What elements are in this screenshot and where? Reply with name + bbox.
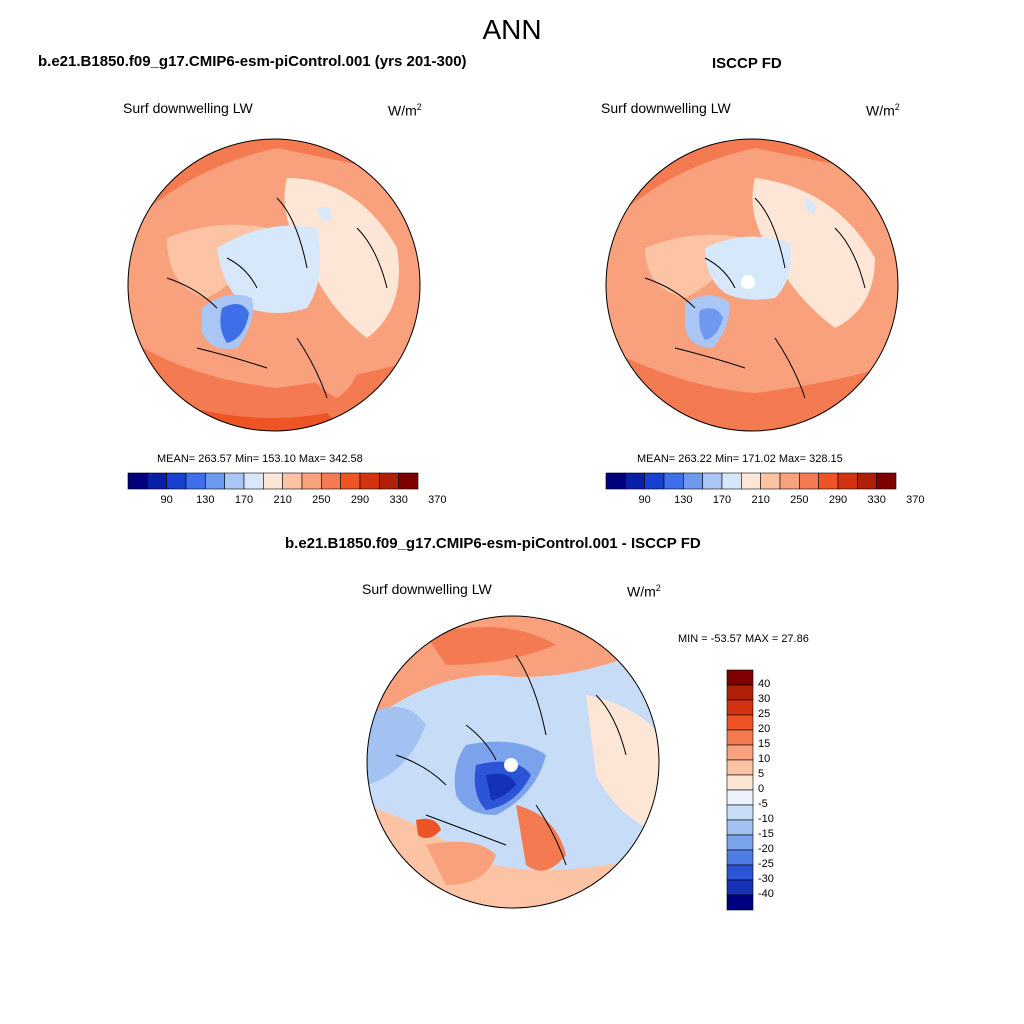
colorbar-swatch: [726, 864, 754, 881]
colorbar-tick-label: 290: [350, 494, 370, 506]
panel-2-stats: MEAN= 263.22 Min= 171.02 Max= 328.15: [637, 453, 843, 465]
colorbar-swatch: [379, 472, 399, 490]
colorbar-tick-label: 330: [389, 494, 408, 506]
panel-2-units: W/m2: [866, 102, 900, 119]
colorbar-tick-label: -40: [758, 888, 774, 900]
colorbar-swatch: [721, 472, 742, 490]
colorbar-tick-label: -15: [758, 828, 774, 840]
panel-2-polar-map: [605, 138, 899, 432]
colorbar-swatch: [726, 759, 754, 776]
panel-1-units: W/m2: [388, 102, 422, 119]
panel-1-variable: Surf downwelling LW: [123, 100, 253, 116]
colorbar-swatch: [605, 472, 626, 490]
colorbar-swatch: [726, 789, 754, 806]
colorbar-swatch: [726, 744, 754, 761]
panel-1-stats: MEAN= 263.57 Min= 153.10 Max= 342.58: [157, 453, 363, 465]
colorbar-swatch: [644, 472, 665, 490]
panel-3-colorbar-labels: 40 30 25 20 15 10 5 0 -5 -10 -15 -20 -25 -30 -40: [758, 670, 798, 910]
panel-3-units: W/m2: [627, 583, 661, 600]
colorbar-tick-label: 250: [790, 494, 809, 506]
colorbar-tick-label: 25: [758, 708, 771, 720]
panel-1-title: b.e21.B1850.f09_g17.CMIP6-esm-piControl.…: [38, 53, 467, 70]
colorbar-swatch: [224, 472, 245, 490]
colorbar-swatch: [760, 472, 781, 490]
colorbar-tick-label: 40: [758, 678, 771, 690]
colorbar-swatch: [726, 729, 754, 746]
colorbar-swatch: [683, 472, 703, 490]
colorbar-tick-label: -10: [758, 813, 774, 825]
colorbar-swatch: [185, 472, 206, 490]
colorbar-swatch: [205, 472, 225, 490]
colorbar-swatch: [340, 472, 361, 490]
colorbar-swatch: [147, 472, 167, 490]
colorbar-swatch: [625, 472, 645, 490]
colorbar-tick-label: 90: [160, 494, 173, 506]
colorbar-swatch: [818, 472, 839, 490]
colorbar-tick-label: 210: [273, 494, 292, 506]
panel-2-colorbar: [605, 472, 897, 490]
colorbar-tick-label: 30: [758, 693, 771, 705]
colorbar-swatch: [726, 774, 754, 791]
colorbar-tick-label: 370: [428, 494, 447, 506]
panel-1-colorbar-labels: 90 130 170 210 250 290 330 370: [128, 494, 447, 508]
colorbar-tick-label: 130: [674, 494, 693, 506]
colorbar-swatch: [726, 834, 754, 851]
colorbar-swatch: [702, 472, 723, 490]
colorbar-swatch: [127, 472, 148, 490]
colorbar-tick-label: 250: [312, 494, 331, 506]
figure-title: ANN: [482, 14, 542, 45]
panel-3-stats: MIN = -53.57 MAX = 27.86: [678, 633, 809, 645]
colorbar-swatch: [166, 472, 187, 490]
colorbar-swatch: [837, 472, 858, 490]
colorbar-swatch: [726, 714, 754, 731]
colorbar-swatch: [876, 472, 897, 490]
colorbar-tick-label: 20: [758, 723, 771, 735]
colorbar-swatch: [726, 894, 754, 911]
panel-3-polar-map: [366, 615, 660, 909]
colorbar-tick-label: 130: [196, 494, 215, 506]
colorbar-swatch: [301, 472, 322, 490]
colorbar-swatch: [857, 472, 877, 490]
colorbar-tick-label: 170: [234, 494, 254, 506]
colorbar-swatch: [726, 819, 754, 836]
colorbar-tick-label: 290: [828, 494, 848, 506]
panel-3-colorbar: [726, 669, 754, 911]
colorbar-swatch: [398, 472, 419, 490]
colorbar-tick-label: 90: [638, 494, 651, 506]
colorbar-tick-label: 330: [867, 494, 886, 506]
panel-1-polar-map: [127, 138, 421, 432]
colorbar-swatch: [321, 472, 341, 490]
colorbar-tick-label: -20: [758, 843, 774, 855]
colorbar-swatch: [741, 472, 761, 490]
colorbar-tick-label: 370: [906, 494, 925, 506]
colorbar-tick-label: -5: [758, 798, 768, 810]
colorbar-tick-label: -30: [758, 873, 774, 885]
colorbar-swatch: [726, 684, 754, 701]
colorbar-tick-label: 170: [712, 494, 732, 506]
panel-3-variable: Surf downwelling LW: [362, 581, 492, 597]
colorbar-tick-label: 15: [758, 738, 771, 750]
colorbar-swatch: [726, 804, 754, 821]
colorbar-swatch: [726, 849, 754, 866]
colorbar-swatch: [663, 472, 684, 490]
colorbar-swatch: [243, 472, 264, 490]
colorbar-swatch: [282, 472, 303, 490]
panel-2-title: ISCCP FD: [712, 55, 782, 72]
colorbar-tick-label: -25: [758, 858, 774, 870]
colorbar-swatch: [359, 472, 380, 490]
panel-2-colorbar-labels: 90 130 170 210 250 290 330 370: [606, 494, 925, 508]
colorbar-swatch: [779, 472, 800, 490]
colorbar-tick-label: 0: [758, 783, 765, 795]
colorbar-swatch: [799, 472, 819, 490]
panel-3-title: b.e21.B1850.f09_g17.CMIP6-esm-piControl.…: [285, 535, 701, 552]
colorbar-swatch: [726, 699, 754, 716]
panel-2-variable: Surf downwelling LW: [601, 100, 731, 116]
panel-1-colorbar: [127, 472, 419, 490]
colorbar-swatch: [726, 879, 754, 896]
colorbar-tick-label: 210: [751, 494, 770, 506]
colorbar-swatch: [726, 669, 754, 686]
colorbar-tick-label: 5: [758, 768, 765, 780]
colorbar-tick-label: 10: [758, 753, 771, 765]
colorbar-swatch: [263, 472, 283, 490]
